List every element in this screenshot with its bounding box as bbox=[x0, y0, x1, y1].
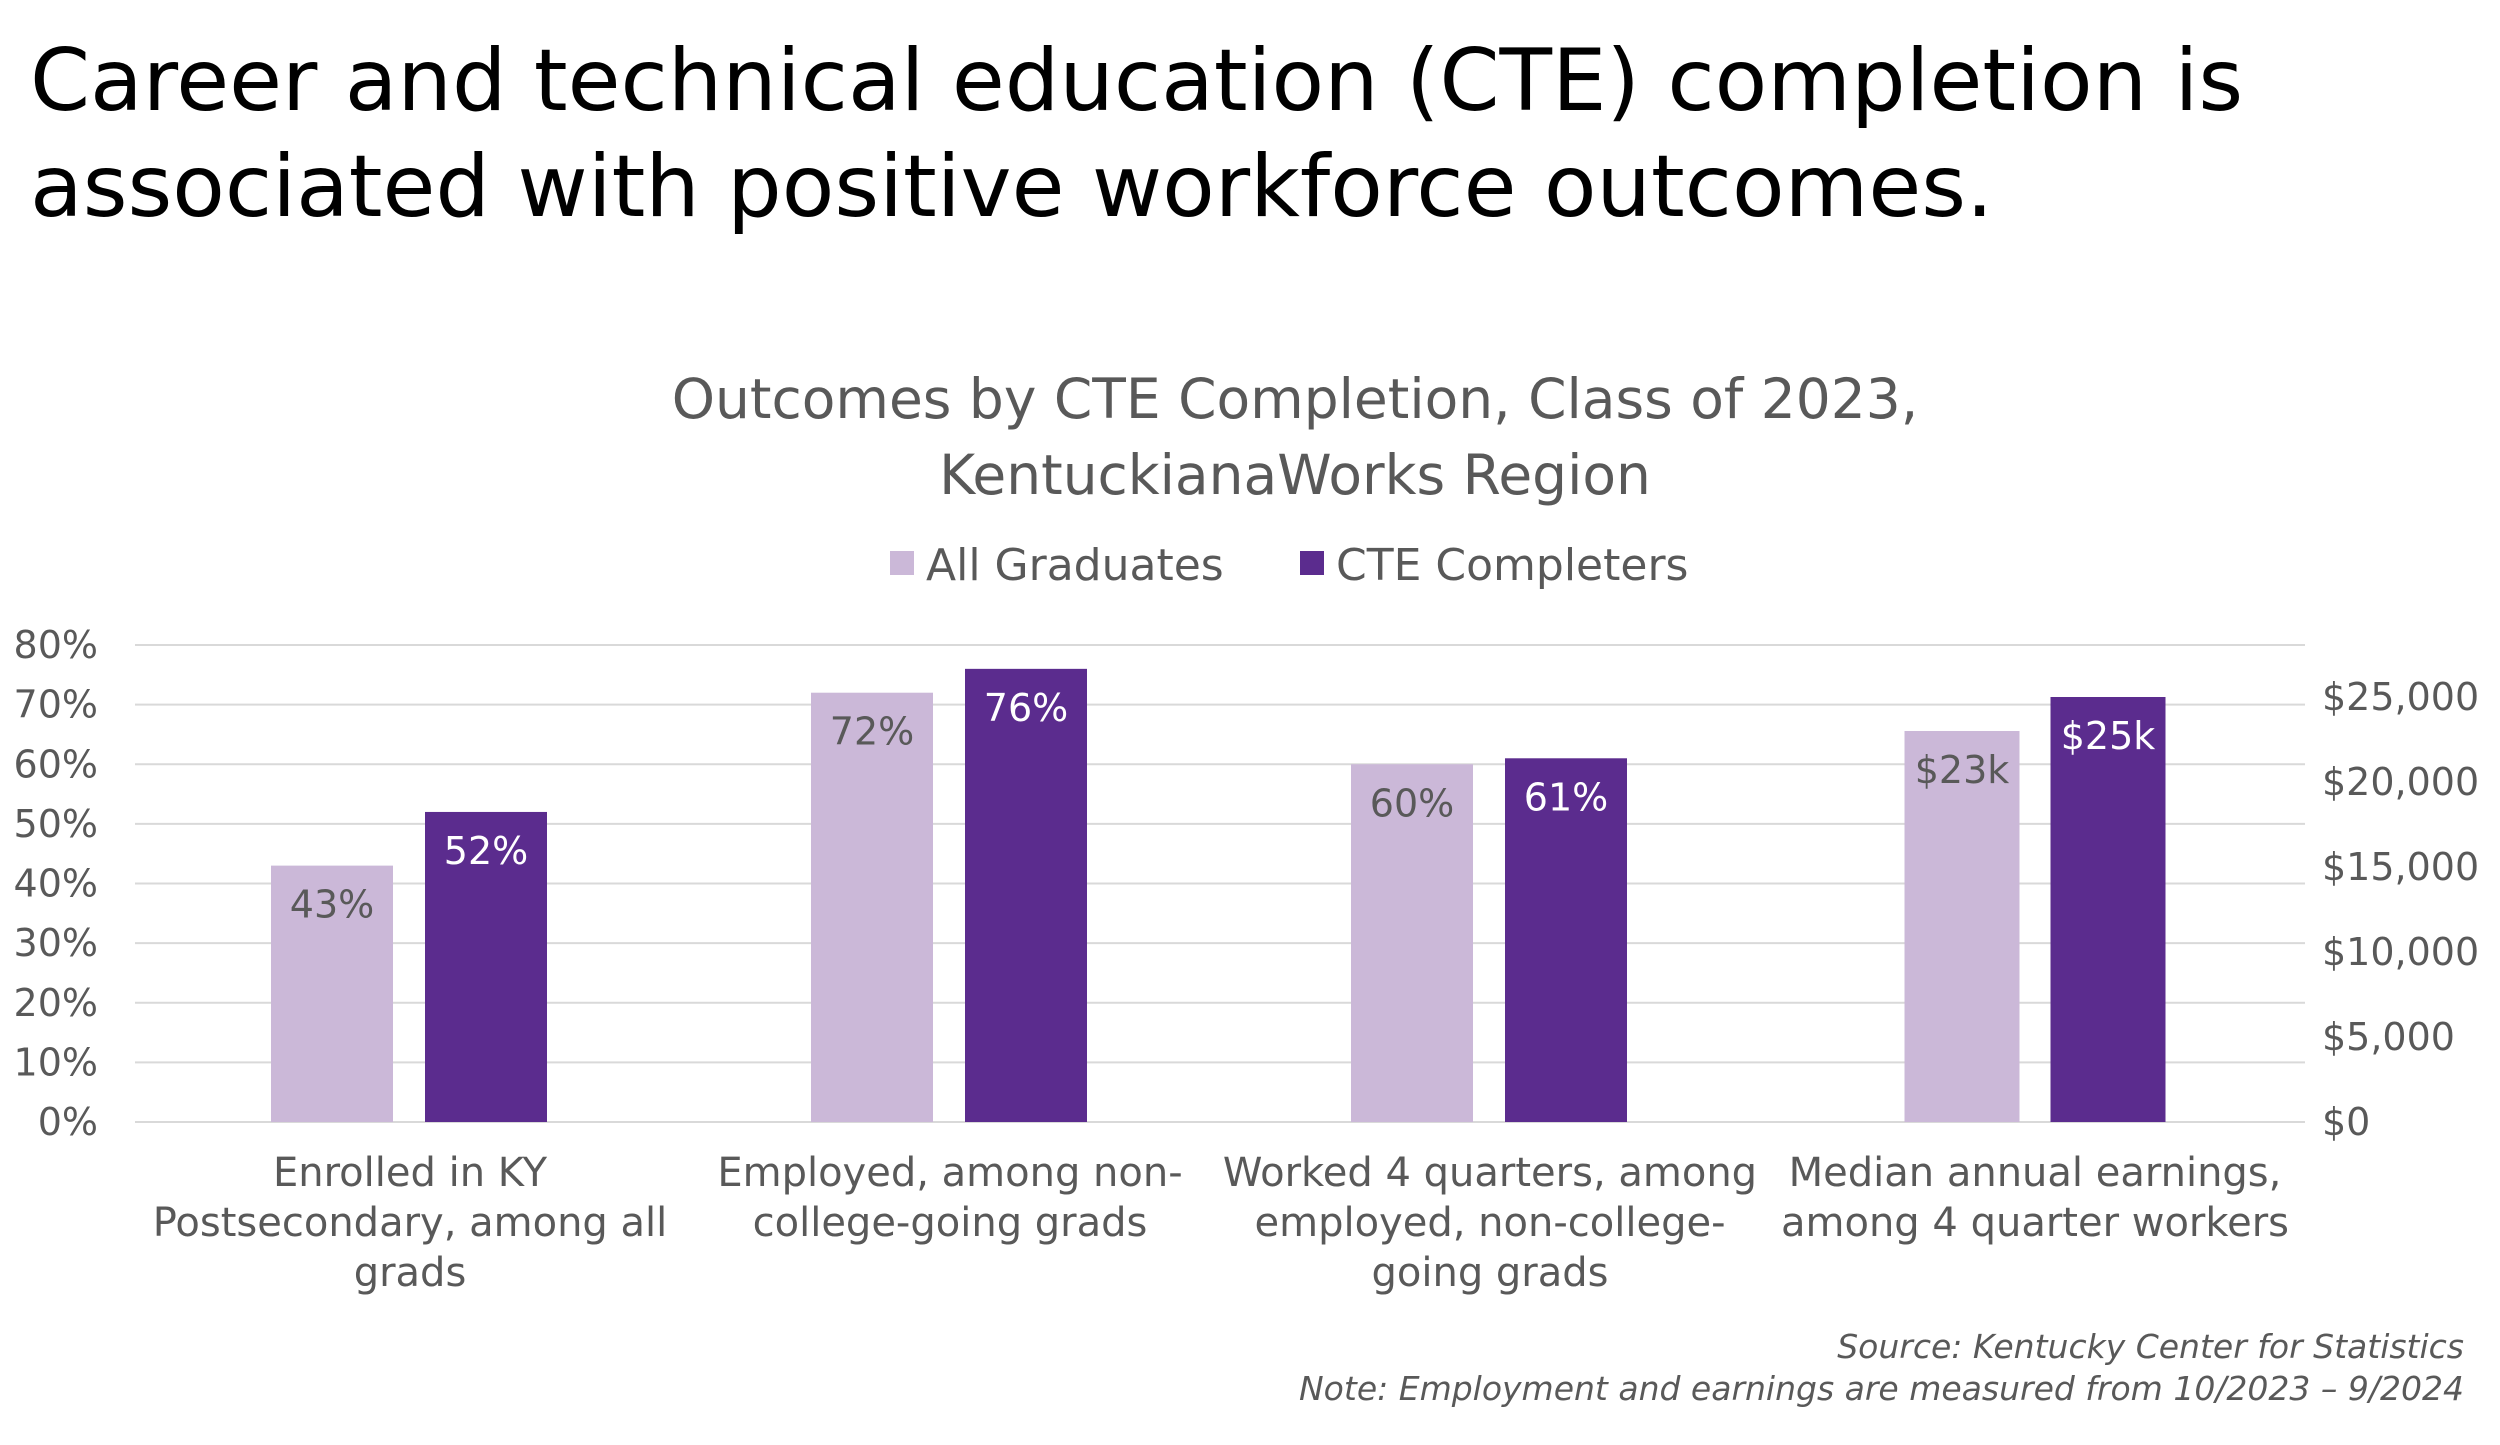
category-label-2-line-1: Employed, among non- bbox=[717, 1150, 1182, 1196]
headline-line-1: Career and technical education (CTE) com… bbox=[30, 31, 2244, 131]
bar-all-graduates-4 bbox=[1904, 731, 2020, 1122]
right-tick-3: $15,000 bbox=[2322, 845, 2479, 889]
data-labels: 43% 52% 72% 76% 60% 61% $23k $25k bbox=[290, 686, 2156, 927]
right-tick-1: $5,000 bbox=[2322, 1015, 2455, 1059]
left-tick-8: 80% bbox=[14, 623, 98, 667]
category-label-1-line-1: Enrolled in KY bbox=[273, 1150, 548, 1196]
category-label-3-line-2: employed, non-college- bbox=[1255, 1200, 1726, 1246]
category-label-2: Employed, among non-college-going grads bbox=[717, 1150, 1182, 1246]
legend-label-1: All Graduates bbox=[926, 540, 1224, 591]
data-label-all-graduates-2: 72% bbox=[830, 710, 914, 754]
left-tick-1: 10% bbox=[14, 1040, 98, 1084]
bar-cte-completers-3 bbox=[1505, 758, 1627, 1122]
category-label-4-line-1: Median annual earnings, bbox=[1789, 1150, 2282, 1196]
left-tick-6: 60% bbox=[14, 742, 98, 786]
data-label-all-graduates-1: 43% bbox=[290, 883, 374, 927]
source-text: Source: Kentucky Center for Statistics bbox=[1837, 1327, 2464, 1366]
chart-title-line-1: Outcomes by CTE Completion, Class of 202… bbox=[672, 367, 1918, 431]
category-label-3-line-3: going grads bbox=[1371, 1250, 1608, 1296]
left-tick-0: 0% bbox=[38, 1100, 98, 1144]
bar-all-graduates-2 bbox=[811, 692, 933, 1122]
right-y-axis: $0 $5,000 $10,000 $15,000 $20,000 $25,000 bbox=[2322, 675, 2479, 1144]
chart-legend: All Graduates CTE Completers bbox=[890, 540, 1688, 591]
data-label-all-graduates-3: 60% bbox=[1370, 781, 1454, 825]
data-label-all-graduates-4: $23k bbox=[1915, 748, 2010, 792]
left-tick-3: 30% bbox=[14, 921, 98, 965]
left-tick-7: 70% bbox=[14, 683, 98, 727]
left-tick-4: 40% bbox=[14, 862, 98, 906]
legend-label-2: CTE Completers bbox=[1336, 540, 1688, 591]
left-tick-5: 50% bbox=[14, 802, 98, 846]
right-tick-5: $25,000 bbox=[2322, 675, 2479, 719]
chart-title-line-2: KentuckianaWorks Region bbox=[939, 443, 1651, 507]
legend-swatch-2 bbox=[1300, 551, 1324, 575]
bar-cte-completers-4 bbox=[2050, 697, 2166, 1122]
data-label-cte-completers-4: $25k bbox=[2061, 714, 2156, 758]
category-label-1-line-3: grads bbox=[354, 1250, 467, 1296]
legend-swatch-1 bbox=[890, 551, 914, 575]
category-label-1-line-2: Postsecondary, among all bbox=[153, 1200, 668, 1246]
bars bbox=[271, 668, 2166, 1122]
right-tick-0: $0 bbox=[2322, 1100, 2370, 1144]
source-notes: Source: Kentucky Center for Statistics N… bbox=[1299, 1326, 2464, 1410]
right-tick-4: $20,000 bbox=[2322, 760, 2479, 804]
category-label-4-line-2: among 4 quarter workers bbox=[1781, 1200, 2289, 1246]
category-label-3-line-1: Worked 4 quarters, among bbox=[1223, 1150, 1757, 1196]
category-labels: Enrolled in KY Postsecondary, among all gr… bbox=[153, 1150, 2289, 1296]
headline: Career and technical education (CTE) com… bbox=[30, 28, 2470, 240]
bar-all-graduates-3 bbox=[1351, 764, 1473, 1122]
left-y-axis: 0% 10% 20% 30% 40% 50% 60% 70% 80% bbox=[14, 623, 98, 1144]
note-text: Note: Employment and earnings are measur… bbox=[1299, 1369, 2464, 1408]
chart-title: Outcomes by CTE Completion, Class of 202… bbox=[672, 367, 1918, 507]
bar-cte-completers-1 bbox=[425, 811, 547, 1122]
category-label-1: Enrolled in KY Postsecondary, among all gr… bbox=[153, 1150, 668, 1296]
data-label-cte-completers-3: 61% bbox=[1524, 775, 1608, 819]
bar-cte-completers-2 bbox=[965, 668, 1087, 1122]
category-label-2-line-2: college-going grads bbox=[753, 1200, 1148, 1246]
category-label-3: Worked 4 quarters, among employed, non-co… bbox=[1223, 1150, 1757, 1296]
data-label-cte-completers-2: 76% bbox=[984, 686, 1068, 730]
bar-all-graduates-1 bbox=[271, 865, 393, 1122]
left-tick-2: 20% bbox=[14, 981, 98, 1025]
data-label-cte-completers-1: 52% bbox=[444, 829, 528, 873]
category-label-4: Median annual earnings, among 4 quarter w… bbox=[1781, 1150, 2289, 1246]
right-tick-2: $10,000 bbox=[2322, 930, 2479, 974]
headline-line-2: associated with positive workforce outco… bbox=[30, 137, 1994, 237]
